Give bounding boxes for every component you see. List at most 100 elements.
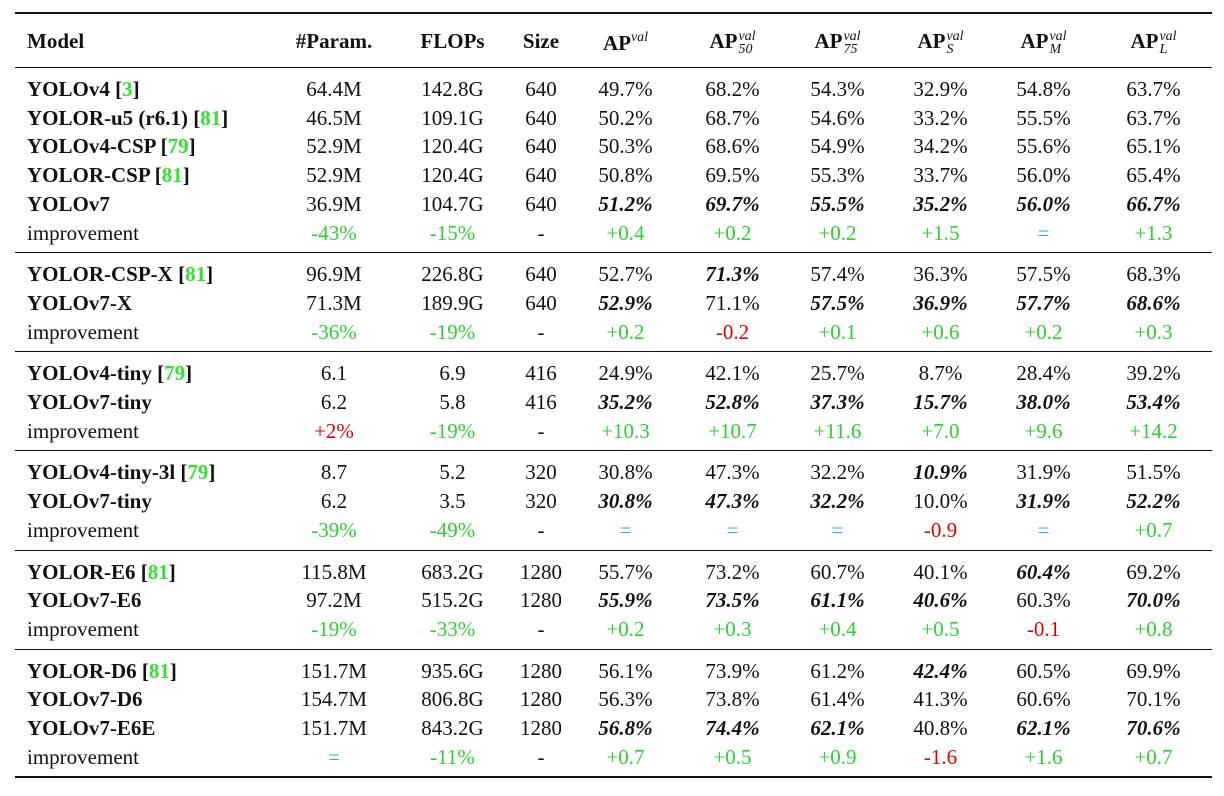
cell-params: 6.2: [320, 390, 348, 415]
cell-params: =: [328, 744, 340, 769]
cell-ap75: 61.2%: [810, 658, 865, 683]
cell-ap: 55.9%: [598, 588, 653, 613]
cell-aps: 35.2%: [913, 191, 968, 216]
cell-ap: 50.8%: [598, 163, 653, 188]
model-name-cell: YOLOv4 [3]: [27, 77, 140, 101]
citation-link[interactable]: 79: [164, 361, 186, 386]
cell-flops: -15%: [429, 220, 476, 245]
cell-size: 640: [525, 105, 557, 130]
model-name-cell: YOLOR-CSP-X [81]: [27, 262, 214, 287]
header-size: Size: [510, 12, 572, 68]
cell-aps: 36.9%: [913, 290, 968, 315]
citation-link[interactable]: 81: [147, 559, 169, 584]
citation-link[interactable]: 81: [148, 658, 170, 683]
model-name: YOLOv7-X: [27, 290, 132, 315]
cell-params: 36.9M: [306, 191, 362, 216]
cell-params: 46.5M: [306, 105, 362, 130]
table-row: YOLOR-u5 (r6.1) [81] 46.5M 109.1G 640 50.2% 6…: [15, 104, 1212, 133]
cell-apl: 68.6%: [1126, 290, 1181, 315]
cell-apm: +9.6: [1024, 418, 1063, 443]
cell-ap50: 73.2%: [705, 559, 760, 584]
cell-apl: 68.3%: [1126, 262, 1181, 287]
cell-ap50: 68.6%: [705, 134, 760, 159]
model-name-cell: YOLOv7-E6E: [15, 714, 273, 743]
cell-ap75: +0.4: [818, 616, 857, 641]
model-name: YOLOv7-D6: [27, 687, 143, 712]
cell-ap: 56.8%: [598, 716, 653, 741]
cell-params: 6.2: [320, 489, 348, 514]
cell-aps: 40.1%: [913, 559, 968, 584]
cell-ap75: 54.3%: [810, 77, 865, 101]
cell-params: 96.9M: [306, 262, 362, 287]
cell-ap: 30.8%: [598, 460, 653, 485]
cell-flops: -19%: [429, 319, 476, 344]
cell-apl: 51.5%: [1126, 460, 1181, 485]
citation-link[interactable]: 79: [187, 460, 209, 485]
model-name: YOLOv4-CSP: [27, 134, 156, 159]
table-row: YOLOv4-CSP [79] 52.9M 120.4G 640 50.3% 68.6% 5…: [15, 132, 1212, 161]
cell-ap: 24.9%: [598, 361, 653, 386]
table-row: YOLOv4-tiny [79] 6.1 6.9 416 24.9% 42.1% 25.7%…: [15, 352, 1212, 388]
cell-apm: 60.5%: [1016, 658, 1071, 683]
cell-apl: 69.2%: [1126, 559, 1181, 584]
cell-size: 320: [525, 460, 557, 485]
cell-size: 640: [525, 290, 557, 315]
cell-ap50: +10.7: [708, 418, 757, 443]
cell-ap: +0.2: [606, 319, 645, 344]
cell-ap50: 47.3%: [705, 460, 760, 485]
cell-apm: 28.4%: [1016, 361, 1071, 386]
cell-apl: 69.9%: [1126, 658, 1181, 683]
cell-aps: 10.9%: [913, 460, 968, 485]
cell-ap50: 71.3%: [705, 262, 760, 287]
model-name-cell: YOLOv7-D6: [15, 685, 273, 714]
cell-apl: +0.8: [1134, 616, 1173, 641]
cell-ap75: 55.5%: [810, 191, 865, 216]
cell-ap75: 57.4%: [810, 262, 865, 287]
citation-link[interactable]: 81: [161, 163, 183, 188]
model-name: YOLOv7-tiny: [27, 489, 152, 514]
cell-aps: 10.0%: [913, 489, 968, 514]
cell-ap: +0.2: [606, 616, 645, 641]
cell-apm: 56.0%: [1016, 191, 1071, 216]
cell-apm: 55.6%: [1016, 134, 1071, 159]
cell-params: -19%: [311, 616, 357, 641]
cell-ap: 56.3%: [598, 687, 653, 712]
cell-ap: 35.2%: [598, 390, 653, 415]
citation-link[interactable]: 79: [167, 134, 189, 159]
cell-apl: 70.6%: [1126, 716, 1181, 741]
cell-flops: 843.2G: [421, 716, 484, 741]
cell-aps: 33.7%: [913, 163, 968, 188]
model-name-cell: YOLOv7-E6: [15, 586, 273, 615]
cell-ap: 50.2%: [598, 105, 653, 130]
cell-size: 1280: [520, 687, 562, 712]
citation-link[interactable]: 81: [200, 105, 222, 130]
citation-link[interactable]: 3: [122, 77, 133, 101]
model-name: YOLOR-u5 (r6.1): [27, 105, 188, 130]
cell-aps: 36.3%: [913, 262, 968, 287]
cell-flops: -19%: [429, 418, 476, 443]
cell-ap50: 68.7%: [705, 105, 760, 130]
cell-ap75: 60.7%: [810, 559, 865, 584]
cell-flops: 226.8G: [421, 262, 484, 287]
cell-apm: 60.3%: [1016, 588, 1071, 613]
cell-ap: +0.7: [606, 744, 645, 769]
model-name: YOLOR-CSP-X: [27, 262, 173, 287]
header-ap75: AP val 75: [786, 12, 889, 68]
table-row: YOLOv7-tiny 6.2 5.8 416 35.2% 52.8% 37.3% 15.7%…: [15, 388, 1212, 417]
table-header: Model #Param. FLOPs Size APval AP val 50 A…: [15, 12, 1212, 68]
improvement-row: improvement +2% -19% - +10.3 +10.7 +11.6 +7.0 +9…: [15, 417, 1212, 451]
citation-link[interactable]: 81: [185, 262, 207, 287]
header-ap50: AP val 50: [679, 12, 786, 68]
model-name: YOLOv4-tiny: [27, 361, 152, 386]
improvement-row: improvement -19% -33% - +0.2 +0.3 +0.4 +0.5 -0.1…: [15, 615, 1212, 649]
cell-aps: 41.3%: [913, 687, 968, 712]
table-row: YOLOv4 [3] 64.4M 142.8G 640 49.7% 68.2% 54.3% 3…: [15, 68, 1212, 104]
cell-apl: 70.0%: [1126, 588, 1181, 613]
header-aps: AP val S: [889, 12, 992, 68]
cell-params: 52.9M: [306, 134, 362, 159]
model-name-cell: YOLOv7-X: [15, 289, 273, 318]
cell-flops: 683.2G: [421, 559, 484, 584]
cell-ap50: 71.1%: [705, 290, 760, 315]
cell-flops: 120.4G: [421, 134, 484, 159]
cell-apm: -0.1: [1026, 616, 1061, 641]
